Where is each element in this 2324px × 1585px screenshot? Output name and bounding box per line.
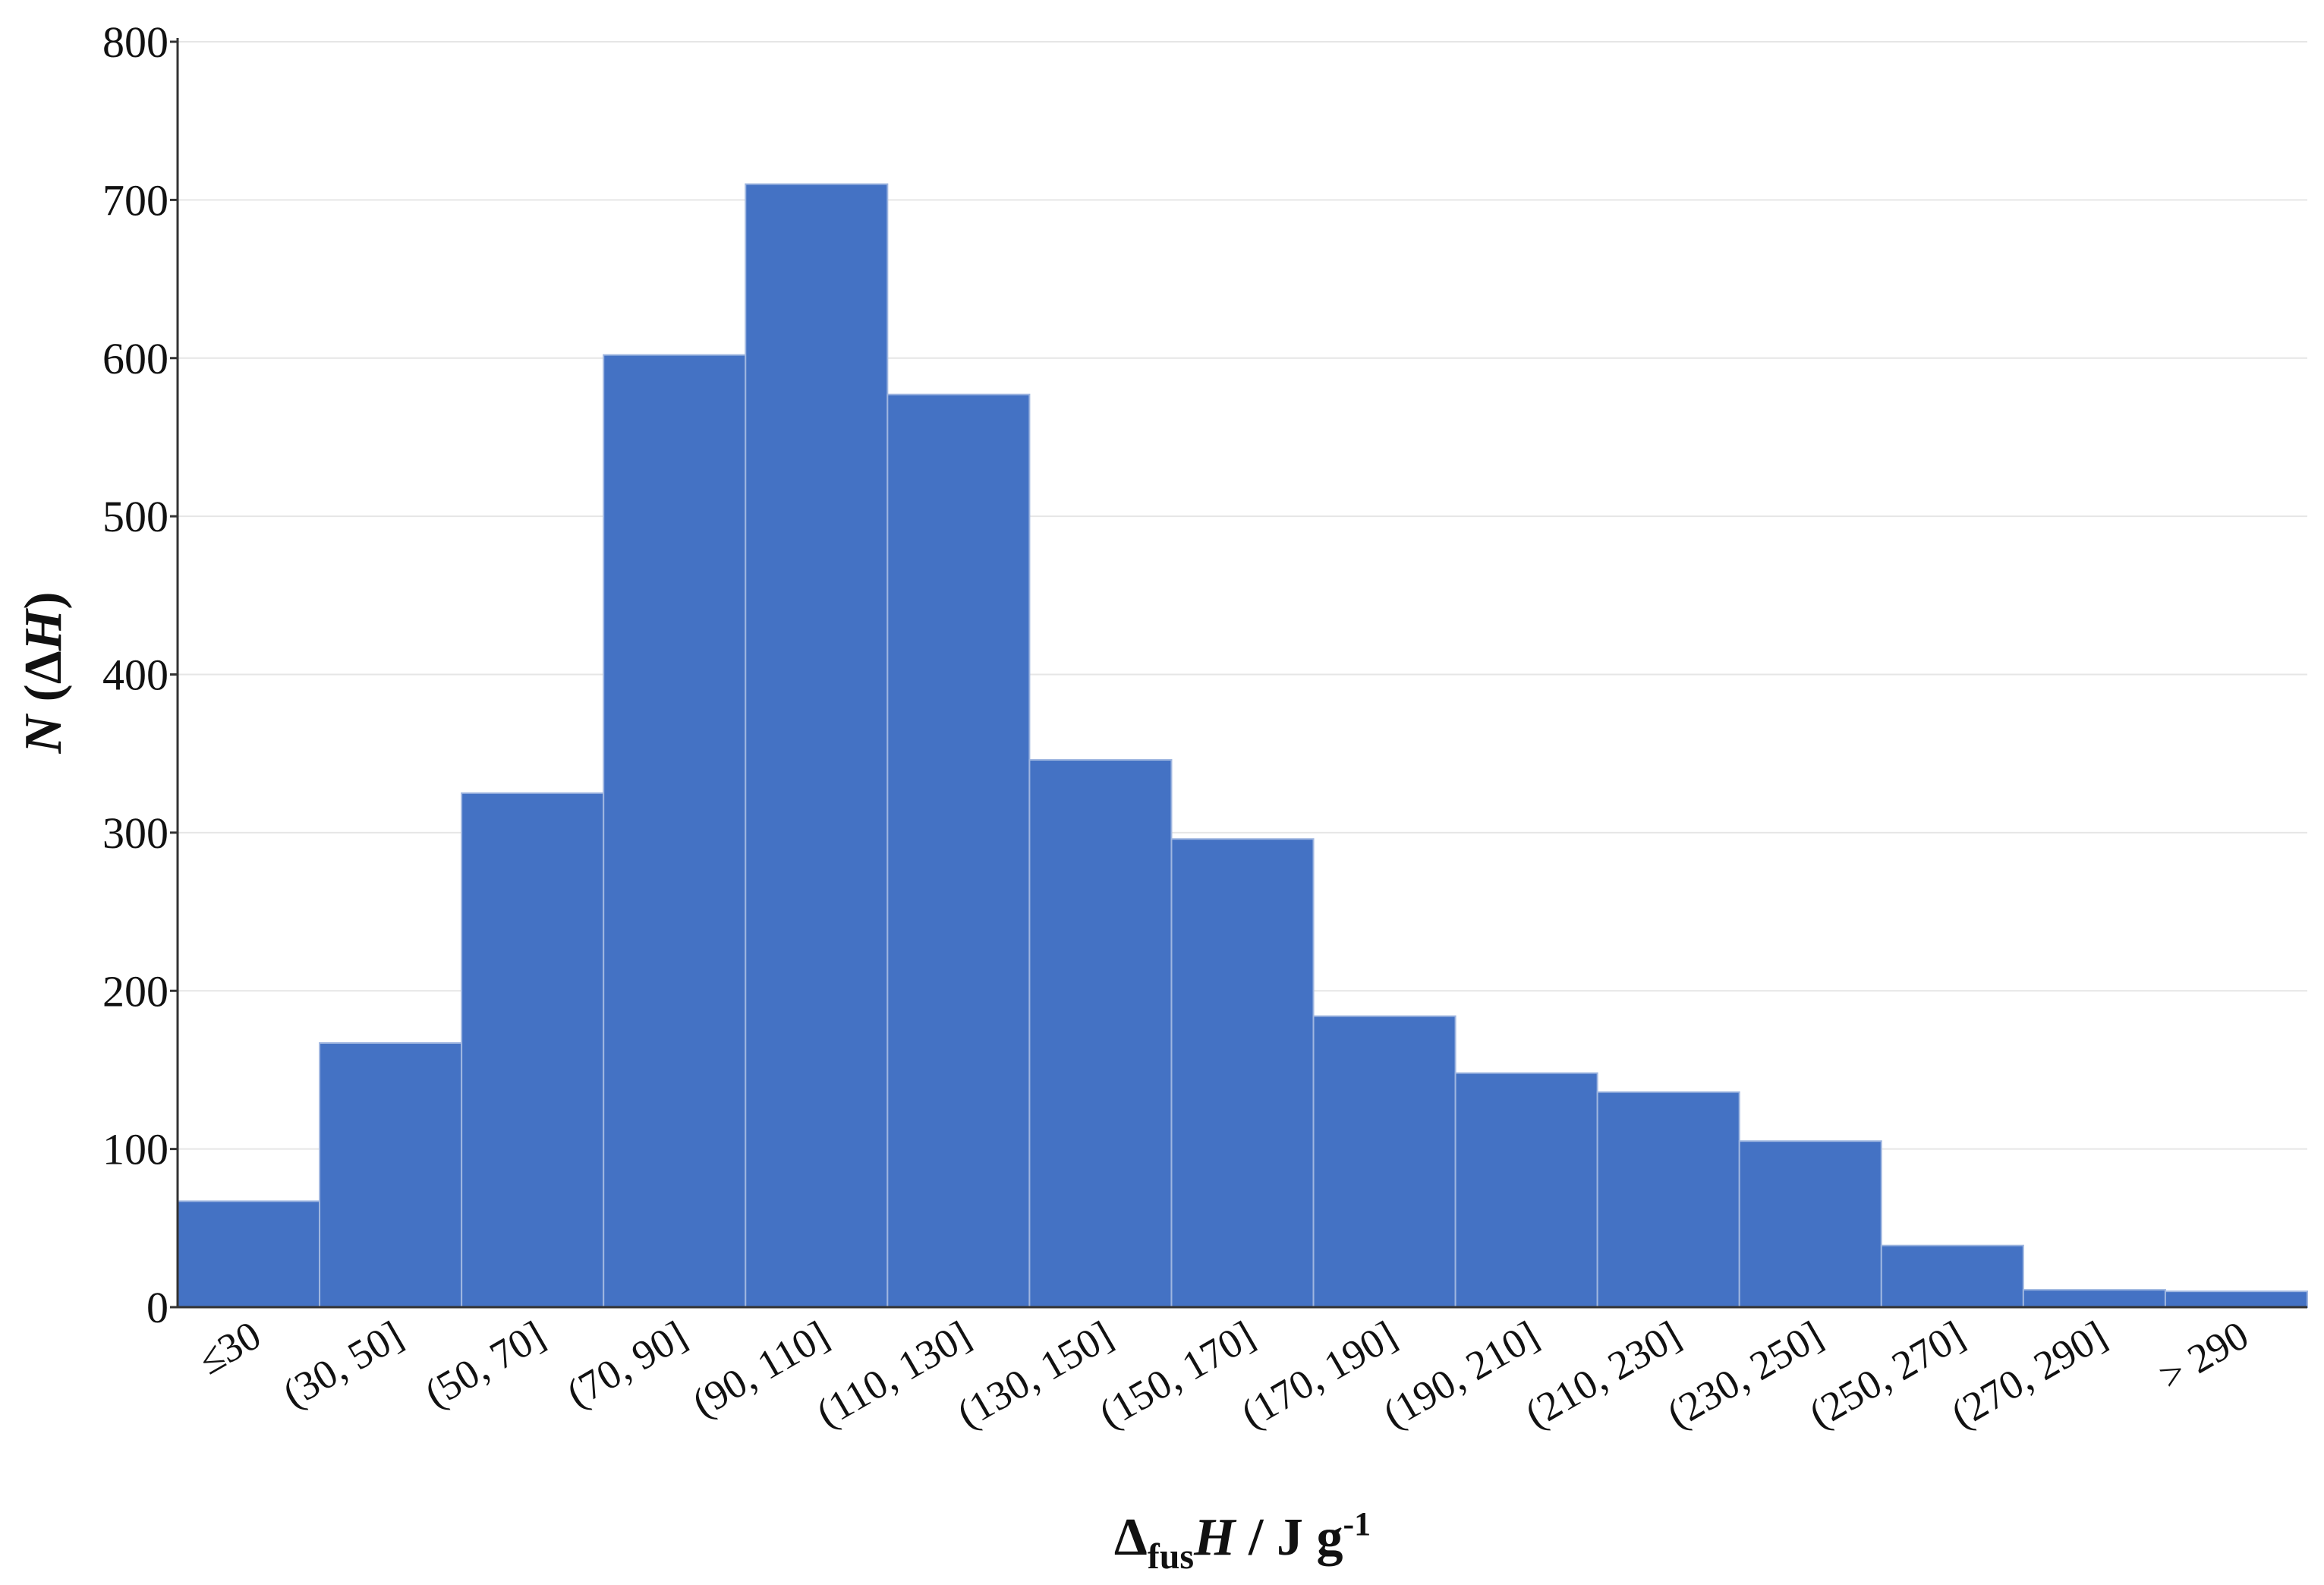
- bar: [1880, 1244, 2024, 1309]
- bar: [319, 1042, 463, 1309]
- bar: [603, 354, 747, 1308]
- bar: [1454, 1072, 1598, 1308]
- x-tick-label: (170, 190]: [1233, 1312, 1404, 1436]
- y-tick-label: 600: [102, 334, 168, 383]
- x-tick-label: (270, 290]: [1944, 1312, 2115, 1436]
- y-tick-label: 300: [102, 808, 168, 858]
- y-tick-label: 700: [102, 175, 168, 225]
- bar: [1596, 1091, 1740, 1308]
- bar: [2022, 1289, 2166, 1308]
- x-tick-label: ≤30: [191, 1312, 268, 1383]
- y-tick-label: 200: [102, 966, 168, 1016]
- x-axis-title: ΔfusH / J g-1: [1114, 1505, 1371, 1577]
- bar: [1312, 1015, 1456, 1308]
- x-tick-label: (230, 250]: [1659, 1312, 1830, 1436]
- bar: [1738, 1140, 1882, 1309]
- bars: [177, 183, 2309, 1309]
- x-tick-labels: ≤30 (30, 50] (50, 70] (70, 90](90, 110](110…: [191, 1312, 2256, 1436]
- x-tick-label: (130, 150]: [949, 1312, 1120, 1436]
- x-tick-label: (50, 70]: [417, 1312, 553, 1416]
- x-tick-label: (210, 230]: [1517, 1312, 1688, 1436]
- bar: [886, 393, 1031, 1308]
- x-tick-label: (190, 210]: [1375, 1312, 1546, 1436]
- y-tick-labels: 0 100 200 300 400 500 600 700 800: [102, 17, 178, 1332]
- y-tick-label: 0: [146, 1283, 168, 1332]
- x-tick-label: > 290: [2151, 1312, 2256, 1398]
- y-axis-title: N (ΔH): [14, 591, 73, 754]
- bar: [1028, 759, 1173, 1308]
- x-tick-label: (30, 50]: [276, 1312, 411, 1416]
- x-tick-label: (150, 170]: [1091, 1312, 1262, 1436]
- x-tick-label: (110, 130]: [809, 1312, 978, 1435]
- axes: [176, 38, 2307, 1309]
- bar: [461, 792, 605, 1308]
- x-tick-label: (90, 110]: [685, 1312, 836, 1426]
- bar: [745, 183, 889, 1309]
- bar: [1170, 838, 1315, 1308]
- y-tick-label: 500: [102, 492, 168, 541]
- x-tick-label: (250, 270]: [1802, 1312, 1973, 1436]
- y-tick-label: 100: [102, 1125, 168, 1174]
- bar: [2164, 1290, 2309, 1308]
- y-tick-label: 400: [102, 651, 168, 700]
- x-tick-label: (70, 90]: [559, 1312, 694, 1416]
- y-tick-label: 800: [102, 17, 168, 67]
- bar: [177, 1200, 321, 1309]
